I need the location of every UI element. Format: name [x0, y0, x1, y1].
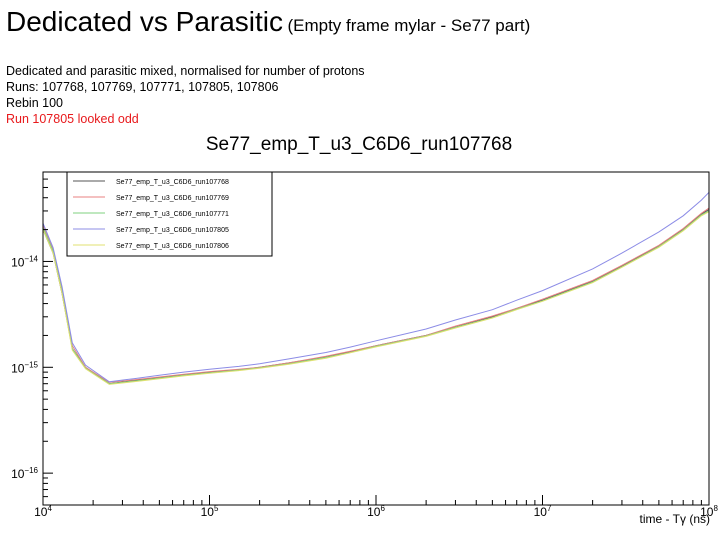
x-tick-base: 10 [201, 505, 215, 519]
slide-notes: Dedicated and parasitic mixed, normalise… [6, 63, 365, 127]
x-tick-base: 10 [700, 505, 714, 519]
y-tick-label: 10−16 [11, 466, 38, 481]
y-tick-exp: −14 [24, 254, 38, 263]
series-layer [42, 191, 710, 385]
x-tick-base: 10 [534, 505, 548, 519]
x-tick-exp: 4 [47, 504, 52, 513]
slide-title-main: Dedicated vs Parasitic [6, 6, 284, 37]
y-tick-label: 10−14 [11, 254, 38, 269]
series-line-5 [42, 211, 710, 385]
series-line-4 [42, 191, 710, 383]
x-tick-exp: 7 [547, 504, 552, 513]
y-tick-label: 10−15 [11, 360, 38, 375]
legend-entry: Se77_emp_T_u3_C6D6_run107769 [116, 195, 229, 202]
legend-entry: Se77_emp_T_u3_C6D6_run107771 [116, 211, 229, 218]
x-tick-label: 108 [700, 504, 718, 519]
y-tick-exp: −16 [24, 466, 38, 475]
series-line-2 [42, 207, 710, 383]
note-line: Runs: 107768, 107769, 107771, 107805, 10… [6, 80, 279, 94]
warning-note: Run 107805 looked odd [6, 112, 139, 126]
legend-box [66, 171, 273, 257]
histogram-chart: Se77_emp_T_u3_C6D6_run107768 104 105 106 10… [11, 134, 718, 526]
x-tick-label: 104 [34, 504, 52, 519]
note-line: Rebin 100 [6, 96, 63, 110]
x-tick-base: 10 [34, 505, 48, 519]
slide-title: Dedicated vs Parasitic (Empty frame myla… [6, 6, 530, 38]
legend-entry: Se77_emp_T_u3_C6D6_run107805 [116, 227, 229, 234]
y-tick-exp: −15 [24, 360, 38, 369]
legend-entry: Se77_emp_T_u3_C6D6_run107806 [116, 243, 229, 250]
legend-entry: Se77_emp_T_u3_C6D6_run107768 [116, 179, 229, 186]
y-tick-base: 10 [11, 467, 25, 481]
x-tick-exp: 6 [380, 504, 385, 513]
x-tick-base: 10 [367, 505, 381, 519]
x-tick-label: 107 [534, 504, 552, 519]
slide-subtitle: (Empty frame mylar - Se77 part) [287, 16, 531, 35]
y-tick-base: 10 [11, 361, 25, 375]
x-tick-label: 106 [367, 504, 385, 519]
x-tick-label: 105 [201, 504, 219, 519]
x-tick-exp: 5 [214, 504, 219, 513]
note-line: Dedicated and parasitic mixed, normalise… [6, 64, 365, 78]
x-tick-exp: 8 [713, 504, 718, 513]
legend: Se77_emp_T_u3_C6D6_run107768 Se77_emp_T_u… [66, 171, 273, 257]
y-tick-base: 10 [11, 255, 25, 269]
chart-title: Se77_emp_T_u3_C6D6_run107768 [206, 134, 512, 155]
x-axis-label: time - Tγ (ns) [640, 512, 710, 526]
